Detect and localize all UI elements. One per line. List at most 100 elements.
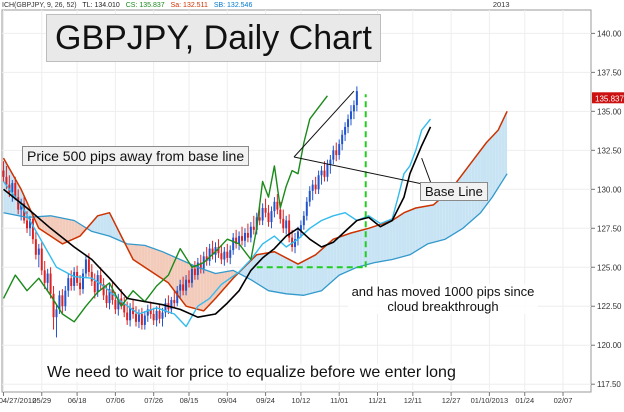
candle-body xyxy=(126,312,129,321)
cloud-segment xyxy=(212,272,216,302)
candle-body xyxy=(61,295,64,307)
candle-body xyxy=(338,144,341,156)
cloud-segment xyxy=(392,218,396,260)
x-tick-label: 01/24 xyxy=(515,396,534,405)
candle-body xyxy=(20,203,23,210)
candle-body xyxy=(11,183,14,193)
candle-body xyxy=(188,279,191,283)
cloud-segment xyxy=(318,249,322,292)
candle-body xyxy=(73,271,76,286)
cloud-segment xyxy=(171,255,175,291)
cloud-segment xyxy=(156,249,160,278)
candle-body xyxy=(161,312,164,319)
candle-body xyxy=(347,119,350,127)
candle-body xyxy=(243,232,246,241)
x-tick-label: 04/27/2012 xyxy=(0,396,36,405)
candle-body xyxy=(229,250,232,258)
candle-body xyxy=(326,164,329,177)
candle-body xyxy=(246,232,249,238)
candle-body xyxy=(270,211,273,223)
cloud-segment xyxy=(221,271,225,292)
cloud-segment xyxy=(383,222,387,262)
candle-body xyxy=(294,239,297,247)
candle-body xyxy=(87,259,90,272)
callout-base-line: Base Line xyxy=(420,182,488,201)
candle-body xyxy=(37,248,40,255)
candle-body xyxy=(90,271,93,282)
candle-body xyxy=(93,281,96,293)
cloud-segment xyxy=(147,246,151,272)
candle-body xyxy=(155,310,158,321)
candle-body xyxy=(205,256,208,262)
cloud-segment xyxy=(106,212,110,237)
indicator-legend: ICH(GBPJPY, 9, 26, 52) TL: 134.010 CS: 1… xyxy=(2,2,256,9)
legend-entry-sa: Sa: 132.511 xyxy=(170,2,208,9)
cloud-segment xyxy=(480,146,484,213)
candle-body xyxy=(341,134,344,145)
legend-entry-tl: TL: 134.010 xyxy=(82,2,120,9)
candle-body xyxy=(217,246,220,254)
cloud-segment xyxy=(115,224,119,240)
candle-body xyxy=(305,201,308,216)
cloud-segment xyxy=(330,239,334,283)
candle-body xyxy=(2,170,5,177)
cloud-segment xyxy=(345,234,349,273)
candle-body xyxy=(26,220,29,229)
conversion-line xyxy=(2,118,432,328)
y-tick-label: 127.50 xyxy=(597,224,622,233)
candle-body xyxy=(264,208,267,213)
cloud-segment xyxy=(71,219,75,240)
cloud-segment xyxy=(324,244,328,289)
x-tick-label: 07/06 xyxy=(106,396,125,405)
cloud-segment xyxy=(415,207,419,252)
cloud-segment xyxy=(253,254,257,284)
y-tick-label: 135.00 xyxy=(597,107,622,116)
cloud-segment xyxy=(445,191,449,240)
candle-body xyxy=(70,278,73,286)
candle-body xyxy=(329,159,332,165)
annotation-marks xyxy=(256,90,433,269)
candle-body xyxy=(114,300,117,310)
y-tick-label: 117.50 xyxy=(597,380,621,389)
cloud-segment xyxy=(295,262,298,295)
cloud-segment xyxy=(262,253,266,289)
y-axis: 140.00 137.50 135.00 132.50 130.00 127.50 125.… xyxy=(591,29,624,389)
cloud-segment xyxy=(41,216,45,233)
candle-body xyxy=(238,236,241,244)
cloud-segment xyxy=(133,244,136,262)
candle-body xyxy=(132,307,135,315)
cloud-segment xyxy=(150,247,154,274)
breakthrough-note: and has moved 1000 pips since cloud brea… xyxy=(348,284,538,314)
x-tick-label: 05/29 xyxy=(32,396,51,405)
candle-body xyxy=(158,310,161,319)
candle-body xyxy=(17,197,20,210)
cloud-segment xyxy=(395,216,399,259)
cloud-segment xyxy=(141,245,145,268)
cloud-segment xyxy=(297,262,301,296)
candle-body xyxy=(134,314,137,322)
candle-body xyxy=(190,268,193,283)
candle-body xyxy=(182,284,185,291)
cloud-segment xyxy=(353,231,357,269)
candle-body xyxy=(117,298,120,310)
candle-body xyxy=(288,220,291,238)
candle-body xyxy=(296,231,299,240)
cloud-segment xyxy=(315,252,319,293)
cloud-segment xyxy=(309,256,313,294)
cloud-segment xyxy=(300,261,304,296)
candle-body xyxy=(52,293,55,318)
cloud-segment xyxy=(68,219,72,242)
cloud-segment xyxy=(489,136,493,201)
candle-body xyxy=(179,284,182,291)
cloud-segment xyxy=(280,254,284,294)
candle-body xyxy=(58,295,61,310)
cloud-segment xyxy=(206,270,210,308)
cloud-segment xyxy=(218,272,222,296)
candle-body xyxy=(282,218,285,229)
candle-body xyxy=(43,270,46,283)
candle-body xyxy=(226,251,229,258)
candle-body xyxy=(320,170,323,176)
y-tick-label: 122.50 xyxy=(597,302,622,311)
cloud-segment xyxy=(271,251,275,292)
